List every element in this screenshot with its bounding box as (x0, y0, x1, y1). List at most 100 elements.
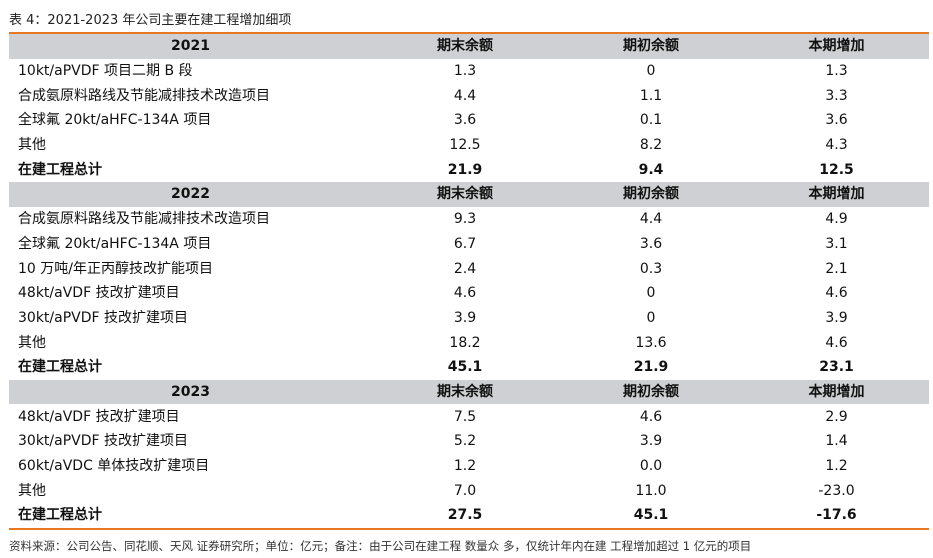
section-year: 2021 (9, 32, 372, 59)
table-row: 全球氟 20kt/aHFC-134A 项目 3.6 0.1 3.6 (9, 108, 929, 133)
total-period-increase: -17.6 (744, 503, 929, 530)
table-row: 其他 12.5 8.2 4.3 (9, 133, 929, 158)
project-name: 其他 (18, 334, 46, 351)
project-name: 48kt/aVDF 技改扩建项目 (18, 285, 180, 302)
table-row: 合成氨原料路线及节能减排技术改造项目 9.3 4.4 4.9 (9, 207, 929, 232)
period-increase: 1.2 (825, 458, 848, 475)
project-name: 10 万吨/年正丙醇技改扩能项目 (18, 260, 213, 277)
total-label: 在建工程总计 (18, 359, 102, 376)
total-label: 在建工程总计 (18, 161, 102, 178)
total-end-balance: 27.5 (372, 503, 558, 530)
column-header: 期末余额 (372, 379, 558, 405)
project-name: 60kt/aVDC 单体技改扩建项目 (18, 458, 210, 475)
section-year: 2023 (9, 379, 372, 405)
begin-balance: 0.1 (639, 112, 663, 129)
end-balance: 12.5 (449, 137, 481, 154)
table-row: 10 万吨/年正丙醇技改扩能项目 2.4 0.3 2.1 (9, 256, 929, 281)
total-begin-balance: 45.1 (558, 503, 744, 530)
table-row: 30kt/aPVDF 技改扩建项目 5.2 3.9 1.4 (9, 429, 929, 454)
project-name: 其他 (18, 482, 46, 499)
period-increase: 1.4 (825, 433, 848, 450)
table-row: 30kt/aPVDF 技改扩建项目 3.9 0 3.9 (9, 306, 929, 331)
period-increase: -23.0 (818, 482, 855, 499)
table-row: 60kt/aVDC 单体技改扩建项目 1.2 0.0 1.2 (9, 454, 929, 479)
period-increase: 3.3 (825, 87, 848, 104)
project-name: 48kt/aVDF 技改扩建项目 (18, 408, 180, 425)
table-row: 48kt/aVDF 技改扩建项目 4.6 0 4.6 (9, 281, 929, 306)
begin-balance: 13.6 (635, 334, 667, 351)
begin-balance: 3.9 (639, 433, 663, 450)
column-header: 期初余额 (558, 32, 744, 59)
construction-table: 2021 期末余额 期初余额 本期增加 10kt/aPVDF 项目二期 B 段 1.3 0 1… (9, 32, 929, 530)
column-header: 本期增加 (744, 182, 929, 207)
end-balance: 4.6 (453, 285, 477, 302)
project-name: 30kt/aPVDF 技改扩建项目 (18, 433, 189, 450)
project-name: 合成氨原料路线及节能减排技术改造项目 (18, 211, 270, 228)
project-name: 全球氟 20kt/aHFC-134A 项目 (18, 235, 212, 252)
column-header: 期初余额 (558, 182, 744, 207)
section-header-row: 2022 期末余额 期初余额 本期增加 (9, 182, 929, 207)
total-begin-balance: 9.4 (638, 161, 664, 178)
column-header: 期初余额 (558, 379, 744, 405)
end-balance: 6.7 (453, 235, 477, 252)
begin-balance: 1.1 (639, 87, 663, 104)
table-body: 2021 期末余额 期初余额 本期增加 10kt/aPVDF 项目二期 B 段 1.3 0 1… (9, 32, 929, 530)
project-name: 其他 (18, 137, 46, 154)
end-balance: 3.9 (453, 309, 477, 326)
total-row: 在建工程总计 45.1 21.9 23.1 (9, 355, 929, 380)
period-increase: 4.9 (825, 211, 848, 228)
project-name: 30kt/aPVDF 技改扩建项目 (18, 309, 189, 326)
column-header: 本期增加 (744, 379, 929, 405)
total-label: 在建工程总计 (9, 503, 372, 530)
total-begin-balance: 21.9 (633, 359, 669, 376)
project-name: 合成氨原料路线及节能减排技术改造项目 (18, 87, 270, 104)
table-row: 全球氟 20kt/aHFC-134A 项目 6.7 3.6 3.1 (9, 232, 929, 257)
begin-balance: 11.0 (635, 482, 667, 499)
column-header: 期末余额 (372, 32, 558, 59)
table-row: 合成氨原料路线及节能减排技术改造项目 4.4 1.1 3.3 (9, 83, 929, 108)
end-balance: 9.3 (453, 211, 477, 228)
table-row: 其他 18.2 13.6 4.6 (9, 330, 929, 355)
end-balance: 1.2 (453, 458, 477, 475)
end-balance: 2.4 (453, 260, 477, 277)
end-balance: 7.5 (453, 408, 477, 425)
table-row: 其他 7.0 11.0 -23.0 (9, 478, 929, 503)
end-balance: 3.6 (453, 112, 477, 129)
end-balance: 5.2 (453, 433, 477, 450)
begin-balance: 0 (646, 285, 656, 302)
total-row: 在建工程总计 27.5 45.1 -17.6 (9, 503, 929, 530)
period-increase: 2.1 (825, 260, 848, 277)
begin-balance: 4.6 (639, 408, 663, 425)
total-row: 在建工程总计 21.9 9.4 12.5 (9, 157, 929, 182)
total-period-increase: 12.5 (819, 161, 854, 178)
period-increase: 3.1 (825, 235, 848, 252)
period-increase: 3.9 (825, 309, 848, 326)
project-name: 全球氟 20kt/aHFC-134A 项目 (18, 112, 212, 129)
period-increase: 1.3 (825, 63, 848, 80)
table-row: 10kt/aPVDF 项目二期 B 段 1.3 0 1.3 (9, 59, 929, 84)
column-header: 本期增加 (744, 32, 929, 59)
total-end-balance: 21.9 (447, 161, 483, 178)
end-balance: 1.3 (453, 63, 477, 80)
total-end-balance: 45.1 (447, 359, 483, 376)
section-header-row: 2023 期末余额 期初余额 本期增加 (9, 379, 929, 405)
begin-balance: 0 (646, 309, 656, 326)
end-balance: 7.0 (453, 482, 477, 499)
total-period-increase: 23.1 (819, 359, 854, 376)
table-row: 48kt/aVDF 技改扩建项目 7.5 4.6 2.9 (9, 404, 929, 429)
period-increase: 2.9 (825, 408, 848, 425)
begin-balance: 4.4 (639, 211, 663, 228)
end-balance: 4.4 (453, 87, 477, 104)
begin-balance: 0 (646, 63, 656, 80)
source-note: 资料来源：公司公告、同花顺、天风 证券研究所；单位：亿元；备注：由于公司在建工程… (9, 539, 752, 553)
period-increase: 4.3 (825, 137, 848, 154)
begin-balance: 8.2 (639, 137, 663, 154)
section-year: 2022 (9, 182, 372, 207)
begin-balance: 0.3 (639, 260, 663, 277)
project-name: 10kt/aPVDF 项目二期 B 段 (18, 63, 193, 80)
end-balance: 18.2 (449, 334, 481, 351)
column-header: 期末余额 (372, 182, 558, 207)
period-increase: 4.6 (825, 334, 848, 351)
begin-balance: 3.6 (639, 235, 663, 252)
period-increase: 3.6 (825, 112, 848, 129)
